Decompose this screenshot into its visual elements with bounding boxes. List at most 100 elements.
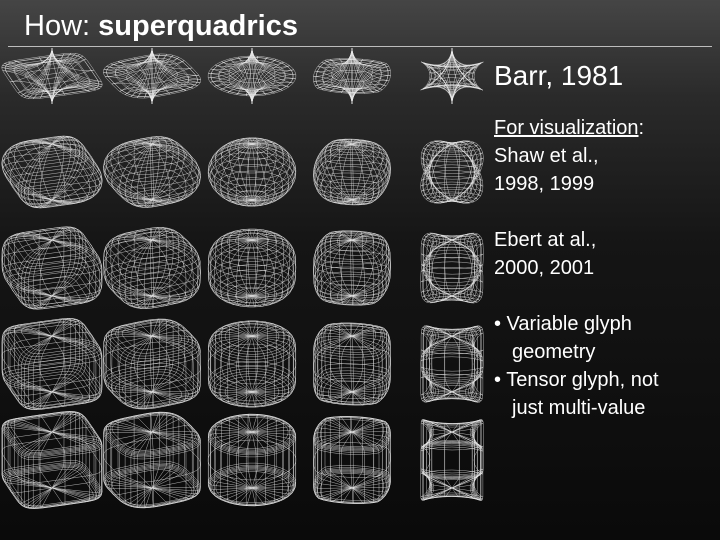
- glyph-latitude-line: [10, 468, 94, 507]
- glyph-longitude-line: [351, 141, 388, 201]
- glyph-longitude-line: [219, 143, 253, 204]
- glyph-longitude-line: [420, 239, 453, 304]
- glyph-longitude-line: [124, 432, 152, 506]
- glyph-longitude-line: [431, 327, 453, 393]
- glyph-longitude-line: [52, 411, 76, 488]
- glyph-longitude-line: [451, 238, 475, 297]
- glyph-longitude-line: [451, 140, 481, 201]
- glyph-longitude-line: [451, 143, 475, 201]
- title-divider: [8, 46, 712, 47]
- glyph-longitude-line: [451, 325, 484, 393]
- glyph-longitude-line: [351, 233, 383, 297]
- glyph-longitude-line: [17, 48, 53, 104]
- superquadric-glyph: [207, 413, 297, 507]
- superquadric-glyph: [207, 320, 297, 408]
- glyph-longitude-line: [24, 143, 53, 208]
- glyph-longitude-line: [210, 425, 252, 489]
- glyph-longitude-line: [247, 413, 253, 488]
- glyph-longitude-line: [251, 239, 275, 306]
- glyph-longitude-line: [252, 432, 266, 506]
- glyph-longitude-line: [209, 239, 253, 299]
- glyph-longitude-line: [150, 136, 153, 200]
- superquadric-glyph: [207, 137, 297, 207]
- glyph-longitude-line: [431, 335, 453, 401]
- glyph-longitude-line: [111, 335, 153, 398]
- glyph-longitude-line: [106, 235, 153, 297]
- glyph-longitude-line: [144, 432, 153, 509]
- visualization-label-text: For visualization: [494, 117, 639, 139]
- glyph-longitude-line: [51, 239, 97, 304]
- glyph-longitude-line: [330, 48, 353, 104]
- glyph-longitude-line: [251, 48, 284, 104]
- glyph-longitude-line: [103, 143, 153, 201]
- glyph-longitude-line: [321, 325, 353, 393]
- glyph-longitude-line: [451, 233, 481, 297]
- glyph-longitude-line: [324, 417, 352, 488]
- glyph-longitude-line: [321, 239, 353, 303]
- glyph-longitude-line: [151, 143, 194, 203]
- glyph-longitude-line: [247, 228, 253, 296]
- glyph-longitude-line: [351, 239, 375, 305]
- glyph-longitude-line: [251, 336, 257, 408]
- glyph-longitude-line: [324, 231, 353, 297]
- glyph-longitude-line: [104, 239, 153, 297]
- glyph-longitude-line: [352, 431, 390, 493]
- glyph-longitude-line: [210, 48, 253, 104]
- glyph-longitude-line: [251, 48, 283, 104]
- glyph-latitude-line: [420, 349, 484, 379]
- glyph-longitude-line: [51, 143, 97, 204]
- glyph-longitude-line: [151, 318, 160, 392]
- glyph-longitude-line: [351, 323, 363, 393]
- glyph-longitude-line: [321, 140, 353, 201]
- glyph-longitude-line: [321, 431, 352, 501]
- glyph-longitude-line: [431, 48, 453, 104]
- glyph-longitude-line: [110, 327, 153, 393]
- glyph-longitude-line: [251, 413, 259, 488]
- glyph-latitude-line: [1, 324, 103, 370]
- glyph-longitude-line: [314, 335, 353, 400]
- glyph-longitude-line: [51, 48, 87, 104]
- glyph-latitude-line: [425, 175, 479, 200]
- glyph-longitude-line: [9, 335, 53, 396]
- glyph-longitude-line: [152, 431, 187, 502]
- glyph-longitude-line: [426, 142, 453, 201]
- glyph-longitude-line: [152, 411, 168, 488]
- glyph-longitude-line: [451, 141, 473, 201]
- glyph-longitude-line: [314, 143, 353, 201]
- glyph-longitude-line: [351, 239, 390, 298]
- glyph-longitude-line: [24, 239, 53, 309]
- glyph-longitude-line: [420, 232, 453, 297]
- glyph-longitude-line: [51, 335, 97, 403]
- glyph-longitude-line: [452, 421, 473, 488]
- glyph-longitude-line: [317, 329, 353, 393]
- shaw-citation-line1: Shaw et al.,: [494, 145, 599, 167]
- superquadric-glyph: [420, 419, 484, 501]
- glyph-longitude-line: [1, 236, 53, 297]
- glyph-longitude-line: [151, 136, 174, 201]
- glyph-longitude-line: [51, 239, 102, 299]
- glyph-longitude-line: [451, 326, 481, 393]
- glyph-longitude-line: [314, 239, 353, 301]
- glyph-longitude-line: [221, 419, 252, 489]
- glyph-longitude-line: [251, 48, 275, 104]
- glyph-longitude-line: [341, 239, 353, 306]
- glyph-longitude-line: [51, 227, 80, 297]
- superquadric-glyph: [1, 226, 103, 310]
- glyph-longitude-line: [51, 135, 76, 201]
- glyph-longitude-line: [431, 432, 452, 499]
- glyph-longitude-line: [251, 143, 296, 201]
- glyph-latitude-line: [9, 318, 95, 357]
- glyph-longitude-line: [431, 421, 452, 488]
- glyph-longitude-line: [451, 48, 460, 104]
- glyph-longitude-line: [214, 328, 253, 393]
- glyph-longitude-line: [28, 335, 53, 410]
- glyph-longitude-line: [452, 420, 481, 489]
- glyph-longitude-line: [51, 226, 65, 297]
- superquadric-glyph: [207, 228, 297, 308]
- glyph-longitude-line: [352, 431, 387, 497]
- glyph-longitude-line: [151, 335, 187, 403]
- glyph-longitude-line: [251, 334, 297, 393]
- glyph-longitude-line: [105, 48, 153, 104]
- glyph-longitude-line: [151, 239, 198, 301]
- glyph-longitude-line: [251, 331, 295, 393]
